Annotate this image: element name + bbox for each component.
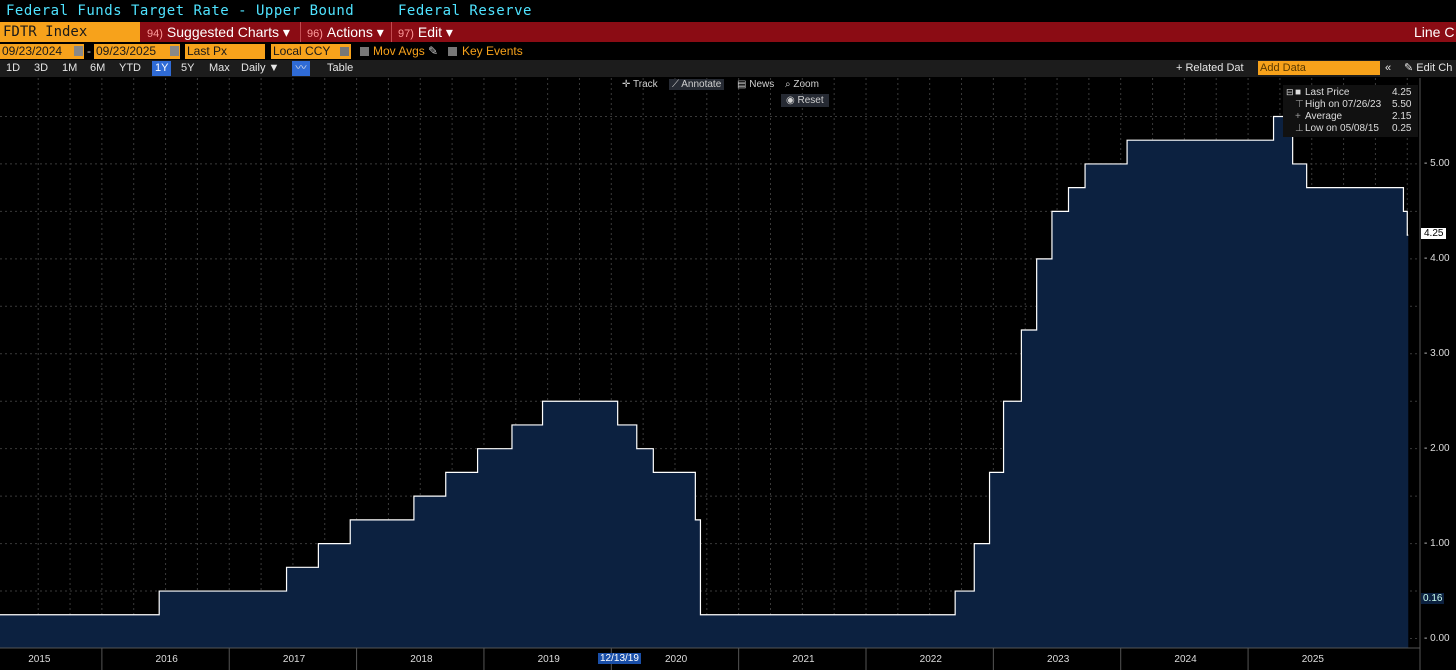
- x-tick-label: 2016: [155, 654, 178, 665]
- mov-avgs-checkbox[interactable]: [360, 47, 369, 56]
- chevron-down-icon: ▾: [445, 24, 453, 40]
- collapse-icon[interactable]: «: [1385, 62, 1392, 74]
- calendar-icon[interactable]: [74, 46, 83, 56]
- y-tick-label: - 0.00: [1424, 632, 1450, 644]
- key-events-checkbox[interactable]: [448, 47, 457, 56]
- low-value-tag: 0.16: [1421, 593, 1445, 604]
- annotate-icon: ⟋: [672, 79, 679, 90]
- frequency-select[interactable]: Daily ▼: [241, 62, 280, 74]
- crosshair-icon: ✛: [622, 79, 631, 90]
- table-button[interactable]: Table: [327, 62, 354, 74]
- range-bar: [0, 60, 1456, 77]
- related-data-button[interactable]: + Related Dat: [1176, 62, 1244, 74]
- x-tick-label: 2020: [664, 654, 688, 665]
- suggested-charts-menu[interactable]: 94) Suggested Charts ▾: [147, 24, 290, 40]
- end-date-input[interactable]: 09/23/2025: [94, 44, 180, 59]
- legend-low-value: 0.25: [1392, 123, 1412, 134]
- legend-high-value: 5.50: [1392, 99, 1412, 110]
- last-price-tag: 4.25: [1421, 228, 1447, 239]
- currency-select[interactable]: Local CCY: [271, 44, 351, 59]
- line-chart-icon[interactable]: 〰: [292, 61, 310, 76]
- chart-title: Federal Funds Target Rate - Upper Bound: [6, 3, 355, 19]
- chevron-down-icon: ▾: [282, 24, 290, 40]
- ticker-field[interactable]: FDTR Index: [0, 22, 140, 42]
- rate-line: [0, 115, 1409, 616]
- x-tick-label: 2023: [1047, 654, 1070, 665]
- y-tick-label: - 1.00: [1424, 537, 1450, 549]
- track-tool[interactable]: ✛ Track: [622, 79, 658, 90]
- legend-avg-label: Average: [1305, 111, 1343, 122]
- x-tick-label: 2015: [28, 654, 51, 665]
- add-data-input[interactable]: Add Data: [1258, 61, 1380, 75]
- news-tool[interactable]: ▤ News: [737, 79, 775, 90]
- range-button-3d[interactable]: 3D: [34, 62, 49, 74]
- annotate-tool[interactable]: ⟋ Annotate: [669, 79, 725, 90]
- range-button-max[interactable]: Max: [209, 62, 230, 74]
- reset-icon: ◉: [786, 95, 795, 106]
- x-tick-label: 2021: [792, 654, 815, 665]
- legend-high-label: High on 07/26/23: [1305, 99, 1382, 110]
- menu-bar: [0, 22, 1456, 42]
- search-icon: ⌕: [785, 79, 791, 90]
- actions-menu[interactable]: 96) Actions ▾: [307, 24, 384, 40]
- high-marker-icon: ⊤: [1295, 99, 1304, 110]
- reset-button[interactable]: ◉ Reset: [781, 94, 829, 107]
- x-tick-label: 2019: [537, 654, 560, 665]
- legend-last-value: 4.25: [1392, 87, 1412, 98]
- field-select[interactable]: Last Px: [185, 44, 265, 59]
- y-tick-label: - 2.00: [1424, 442, 1450, 454]
- zoom-tool[interactable]: ⌕ Zoom: [785, 79, 819, 90]
- title-bar: Federal Funds Target Rate - Upper Bound …: [0, 0, 1456, 22]
- pencil-icon[interactable]: ✎: [428, 44, 439, 58]
- plot-area[interactable]: [0, 78, 1456, 670]
- low-marker-icon: ⊥: [1295, 123, 1304, 134]
- news-icon: ▤: [737, 79, 747, 90]
- x-tick-label: 2022: [919, 654, 942, 665]
- range-button-1m[interactable]: 1M: [62, 62, 78, 74]
- mov-avgs-label: Mov Avgs: [373, 44, 425, 58]
- range-button-5y[interactable]: 5Y: [181, 62, 195, 74]
- legend-last-swatch: ■: [1295, 87, 1302, 98]
- legend-panel: ⊟ ■ Last Price 4.25 ⊤ High on 07/26/23 5…: [1283, 85, 1418, 137]
- range-button-1d[interactable]: 1D: [6, 62, 21, 74]
- x-tick-label: 2018: [410, 654, 433, 665]
- y-tick-label: - 3.00: [1424, 347, 1450, 359]
- collapse-legend-icon[interactable]: ⊟: [1286, 87, 1294, 97]
- edit-menu[interactable]: 97) Edit ▾: [398, 24, 453, 40]
- chart-type-label[interactable]: Line C: [1414, 24, 1455, 40]
- x-tick-label: 2017: [282, 654, 306, 665]
- edit-chart-button[interactable]: ✎ Edit Ch: [1404, 62, 1453, 74]
- chevron-down-icon: ▾: [376, 24, 384, 40]
- y-tick-label: - 4.00: [1424, 252, 1450, 264]
- rate-area: [0, 116, 1409, 648]
- range-button-1y[interactable]: 1Y: [152, 61, 172, 76]
- y-tick-label: - 5.00: [1424, 157, 1450, 169]
- legend-avg-value: 2.15: [1392, 111, 1412, 122]
- legend-low-label: Low on 05/08/15: [1305, 123, 1379, 134]
- legend-last-label: Last Price: [1305, 87, 1350, 98]
- chevron-down-icon[interactable]: [340, 47, 349, 56]
- range-button-ytd[interactable]: YTD: [119, 62, 141, 74]
- start-date-input[interactable]: 09/23/2024: [0, 44, 84, 59]
- range-button-6m[interactable]: 6M: [90, 62, 106, 74]
- average-marker-icon: +: [1295, 111, 1301, 122]
- x-tick-label: 2024: [1174, 654, 1197, 665]
- highlight-date-tag: 12/13/19: [598, 653, 641, 664]
- x-tick-label: 2025: [1301, 654, 1324, 665]
- source-label: Federal Reserve: [398, 3, 532, 19]
- key-events-label: Key Events: [462, 44, 523, 58]
- calendar-icon[interactable]: [170, 46, 179, 56]
